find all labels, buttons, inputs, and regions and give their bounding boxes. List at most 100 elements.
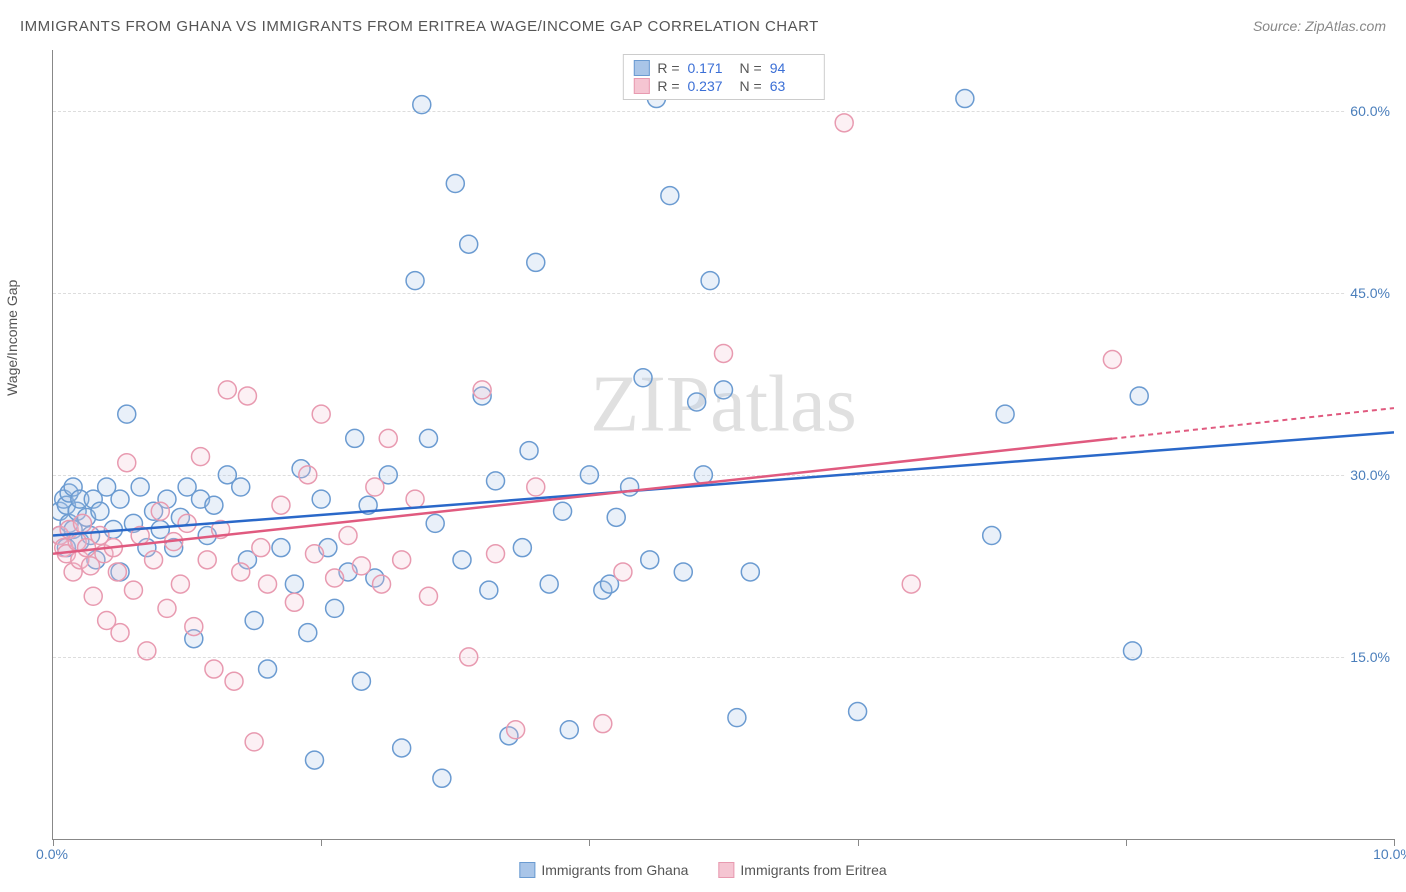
scatter-point: [393, 739, 411, 757]
y-axis-label: Wage/Income Gap: [4, 280, 20, 396]
scatter-point: [983, 527, 1001, 545]
scatter-point: [580, 466, 598, 484]
scatter-point: [326, 599, 344, 617]
scatter-point: [118, 454, 136, 472]
scatter-point: [198, 551, 216, 569]
scatter-point: [218, 381, 236, 399]
scatter-point: [232, 478, 250, 496]
scatter-point: [171, 575, 189, 593]
scatter-point: [272, 496, 290, 514]
legend-item: Immigrants from Ghana: [519, 862, 688, 878]
chart-title: IMMIGRANTS FROM GHANA VS IMMIGRANTS FROM…: [20, 18, 819, 35]
scatter-point: [426, 514, 444, 532]
scatter-point: [352, 557, 370, 575]
legend-n-value: 94: [770, 60, 814, 76]
scatter-point: [252, 539, 270, 557]
scatter-point: [91, 502, 109, 520]
scatter-point: [513, 539, 531, 557]
scatter-point: [272, 539, 290, 557]
scatter-point: [192, 448, 210, 466]
trend-line-dashed: [1112, 408, 1394, 439]
legend-r-value: 0.237: [688, 78, 732, 94]
scatter-point: [312, 405, 330, 423]
scatter-point: [259, 660, 277, 678]
scatter-point: [111, 490, 129, 508]
scatter-point: [339, 527, 357, 545]
legend-r-label: R =: [657, 60, 679, 76]
legend-n-value: 63: [770, 78, 814, 94]
scatter-point: [238, 387, 256, 405]
x-tick-label: 10.0%: [1373, 846, 1406, 862]
scatter-point: [205, 496, 223, 514]
scatter-point: [245, 733, 263, 751]
series-legend: Immigrants from Ghana Immigrants from Er…: [519, 862, 886, 878]
scatter-point: [232, 563, 250, 581]
scatter-point: [393, 551, 411, 569]
legend-series-label: Immigrants from Ghana: [541, 862, 688, 878]
scatter-point: [487, 545, 505, 563]
scatter-point: [108, 563, 126, 581]
scatter-point: [527, 478, 545, 496]
scatter-point: [299, 624, 317, 642]
legend-row: R = 0.237 N = 63: [633, 77, 813, 95]
scatter-point: [688, 393, 706, 411]
scatter-point: [366, 478, 384, 496]
scatter-point: [701, 272, 719, 290]
scatter-point: [74, 514, 92, 532]
scatter-point: [346, 429, 364, 447]
scatter-point: [158, 599, 176, 617]
scatter-point: [674, 563, 692, 581]
x-tick: [1126, 839, 1127, 846]
source-label: Source: ZipAtlas.com: [1253, 18, 1386, 34]
scatter-point: [118, 405, 136, 423]
scatter-point: [305, 751, 323, 769]
scatter-point: [312, 490, 330, 508]
scatter-point: [460, 235, 478, 253]
scatter-point: [406, 490, 424, 508]
scatter-point: [715, 381, 733, 399]
chart-container: IMMIGRANTS FROM GHANA VS IMMIGRANTS FROM…: [0, 0, 1406, 892]
scatter-point: [487, 472, 505, 490]
scatter-point: [1124, 642, 1142, 660]
scatter-point: [694, 466, 712, 484]
x-tick: [858, 839, 859, 846]
scatter-point: [996, 405, 1014, 423]
scatter-point: [352, 672, 370, 690]
scatter-point: [413, 96, 431, 114]
swatch-icon: [633, 60, 649, 76]
scatter-point: [728, 709, 746, 727]
scatter-point: [540, 575, 558, 593]
correlation-legend: R = 0.171 N = 94 R = 0.237 N = 63: [622, 54, 824, 100]
scatter-point: [138, 642, 156, 660]
scatter-point: [527, 253, 545, 271]
scatter-point: [245, 612, 263, 630]
scatter-point: [594, 715, 612, 733]
x-tick-label: 0.0%: [36, 846, 68, 862]
legend-n-label: N =: [740, 78, 762, 94]
scatter-point: [1103, 351, 1121, 369]
scatter-point: [614, 563, 632, 581]
scatter-point: [741, 563, 759, 581]
legend-r-value: 0.171: [688, 60, 732, 76]
swatch-icon: [633, 78, 649, 94]
scatter-point: [446, 175, 464, 193]
scatter-point: [145, 551, 163, 569]
scatter-point: [305, 545, 323, 563]
scatter-point: [406, 272, 424, 290]
scatter-point: [131, 478, 149, 496]
x-tick: [589, 839, 590, 846]
x-tick: [1394, 839, 1395, 846]
plot-area: ZIPatlas R = 0.171 N = 94 R = 0.237 N = …: [52, 50, 1394, 840]
scatter-point: [433, 769, 451, 787]
scatter-point: [473, 381, 491, 399]
scatter-point: [1130, 387, 1148, 405]
scatter-point: [205, 660, 223, 678]
scatter-point: [124, 581, 142, 599]
scatter-point: [453, 551, 471, 569]
scatter-point: [560, 721, 578, 739]
legend-n-label: N =: [740, 60, 762, 76]
scatter-point: [507, 721, 525, 739]
swatch-icon: [519, 862, 535, 878]
scatter-point: [621, 478, 639, 496]
scatter-point: [326, 569, 344, 587]
